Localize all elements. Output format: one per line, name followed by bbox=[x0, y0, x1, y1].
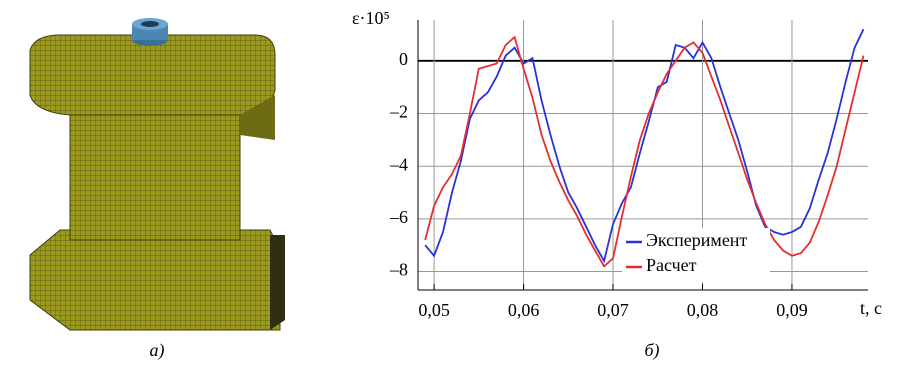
y-tick-label: –2 bbox=[389, 102, 408, 122]
legend-label: Эксперимент bbox=[646, 230, 747, 250]
x-tick-label: 0,05 bbox=[418, 300, 450, 320]
x-tick-label: 0,09 bbox=[776, 300, 808, 320]
legend-label: Расчет bbox=[646, 255, 697, 275]
caption: а) bbox=[150, 340, 165, 361]
data-line bbox=[425, 29, 863, 261]
caption: б) bbox=[644, 340, 659, 361]
x-tick-label: 0,08 bbox=[687, 300, 719, 320]
y-axis-label: ε·10⁵ bbox=[352, 8, 390, 28]
x-tick-label: 0,06 bbox=[508, 300, 540, 320]
y-tick-label: –8 bbox=[389, 260, 408, 280]
y-tick-label: –4 bbox=[389, 154, 408, 174]
figure: а) б) ε·10⁵ t, с 0 –2 –4 –6 –8 0,05 0,06 0,07 0,… bbox=[0, 0, 898, 369]
x-axis-label: t, с bbox=[860, 298, 882, 318]
y-tick-label: 0 bbox=[399, 49, 408, 69]
x-tick-label: 0,07 bbox=[597, 300, 629, 320]
y-tick-label: –6 bbox=[389, 207, 408, 227]
rail-model bbox=[30, 18, 285, 330]
